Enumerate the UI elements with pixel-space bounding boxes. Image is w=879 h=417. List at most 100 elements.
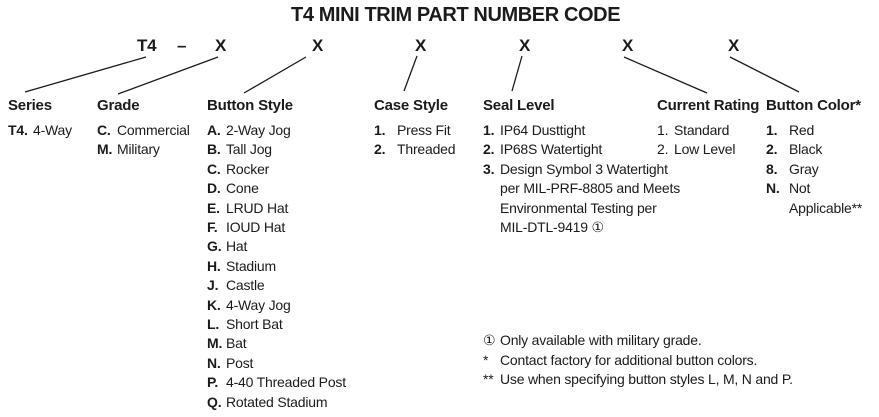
item-label: Post <box>226 354 254 371</box>
item-code: C. <box>97 122 111 138</box>
item-label: Stadium <box>226 257 276 274</box>
item-label: Standard <box>674 122 730 138</box>
item-code: 1. <box>374 122 386 138</box>
button-style-item: N. Post <box>207 354 346 373</box>
column-grade: Grade C. Commercial M. Military <box>97 97 190 160</box>
item-code: 2. <box>657 141 669 158</box>
seal-level-item: 3. Design Symbol 3 Watertight per MIL-PRF… <box>483 160 680 238</box>
item-code: G. <box>207 238 222 255</box>
grade-item: C. Commercial <box>97 121 190 140</box>
item-code: A. <box>207 122 221 138</box>
button-style-item: G. Hat <box>207 237 346 256</box>
code-placeholder-5: X <box>622 36 634 55</box>
item-label: 4-Way <box>33 122 72 138</box>
code-dash: – <box>177 36 187 55</box>
column-series: Series T4. 4-Way <box>8 97 72 140</box>
button-style-item: D. Cone <box>207 179 346 198</box>
button-style-item: K. 4-Way Jog <box>207 296 346 315</box>
item-label: Design Symbol 3 Watertight per MIL-PRF-8… <box>500 160 680 236</box>
button-style-item: C. Rocker <box>207 160 346 179</box>
footnote-symbol: * <box>483 351 489 368</box>
footnote-text: Contact factory for additional button co… <box>500 351 758 368</box>
item-label: Hat <box>226 238 248 255</box>
item-label: IP68S Watertight <box>500 141 603 158</box>
item-label: 4-Way Jog <box>226 296 291 313</box>
column-header-button-color: Button Color* <box>766 97 861 114</box>
column-button-color: Button Color* 1. Red 2. Black 8. Gray N. Not App… <box>766 97 879 218</box>
column-header-current-rating: Current Rating <box>657 97 760 114</box>
column-current-rating: Current Rating 1. Standard 2. Low Level <box>657 97 759 160</box>
button-style-item: A. 2-Way Jog <box>207 121 346 140</box>
connector-line-seal-level <box>511 55 523 92</box>
button-style-item: M. Bat <box>207 334 346 353</box>
item-code: 1. <box>483 122 495 138</box>
item-code: Q. <box>207 393 222 410</box>
item-label: Not Applicable** <box>789 180 863 216</box>
button-style-item: B. Tall Jog <box>207 140 346 159</box>
item-code: 1. <box>766 122 778 138</box>
item-label: IOUD Hat <box>226 219 286 236</box>
connector-line-button-color <box>729 56 800 93</box>
item-code: H. <box>207 257 221 274</box>
footnote: ① Only available with military grade. <box>483 331 793 351</box>
footnote: * Contact factory for additional button c… <box>483 351 793 371</box>
item-code: J. <box>207 277 219 294</box>
button-color-item: 1. Red <box>766 121 879 140</box>
button-color-item: N. Not Applicable** <box>766 179 879 218</box>
case-style-item: 1. Press Fit <box>374 121 455 140</box>
code-placeholder-1: X <box>215 36 227 55</box>
item-label: Castle <box>226 277 265 294</box>
item-label: Bat <box>226 335 247 352</box>
button-color-item: 2. Black <box>766 140 879 159</box>
button-style-item: J. Castle <box>207 276 346 295</box>
item-code: B. <box>207 141 221 158</box>
item-label: Threaded <box>397 141 456 158</box>
code-placeholder-2: X <box>312 36 324 55</box>
connector-line-current-rating <box>623 56 708 94</box>
item-code: 1. <box>657 122 669 138</box>
item-label: LRUD Hat <box>226 199 289 216</box>
case-style-item: 2. Threaded <box>374 140 456 159</box>
column-header-grade: Grade <box>97 97 140 114</box>
connector-line-series <box>24 56 147 93</box>
item-label: Red <box>789 122 815 138</box>
column-header-seal-level: Seal Level <box>483 97 555 114</box>
item-label: Cone <box>226 180 259 197</box>
item-label: Rocker <box>226 160 270 177</box>
footnote-symbol: ① <box>483 332 496 348</box>
diagram-title: T4 MINI TRIM PART NUMBER CODE <box>291 4 621 26</box>
item-label: Military <box>117 141 160 158</box>
button-style-item: H. Stadium <box>207 257 346 276</box>
connector-line-button-style <box>243 56 307 94</box>
item-code: M. <box>207 335 223 352</box>
item-code: P. <box>207 374 219 391</box>
item-code: F. <box>207 219 218 236</box>
code-placeholder-4: X <box>519 36 531 55</box>
code-placeholder-3: X <box>415 36 427 55</box>
current-rating-item: 1. Standard <box>657 121 759 140</box>
item-label: Commercial <box>117 122 190 138</box>
button-color-item: 8. Gray <box>766 160 879 179</box>
item-label: Gray <box>789 160 819 177</box>
column-header-case-style: Case Style <box>374 97 448 114</box>
footnote-symbol: ** <box>483 371 494 387</box>
column-header-button-style: Button Style <box>207 97 293 114</box>
item-code: 3. <box>483 160 495 177</box>
item-label: Black <box>789 141 823 158</box>
connector-line-grade <box>117 56 219 95</box>
item-code: K. <box>207 296 221 313</box>
item-code: N. <box>207 354 221 371</box>
item-label: Short Bat <box>226 316 283 333</box>
current-rating-item: 2. Low Level <box>657 140 759 159</box>
item-code: L. <box>207 316 220 333</box>
column-seal-level: Seal Level 1. IP64 Dusttight 2. IP68S Watert… <box>483 97 680 237</box>
seal-level-item: 2. IP68S Watertight <box>483 140 680 159</box>
connector-line-case-style <box>403 55 418 92</box>
item-code: C. <box>207 160 221 177</box>
footnotes: ① Only available with military grade. * Con… <box>483 331 793 390</box>
item-code: 2. <box>483 141 495 158</box>
item-label: Tall Jog <box>226 141 272 158</box>
button-style-item: Q. Rotated Stadium <box>207 393 346 412</box>
series-item: T4. 4-Way <box>8 121 72 140</box>
